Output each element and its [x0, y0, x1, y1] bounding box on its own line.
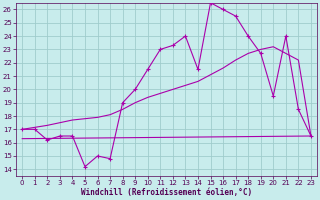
- X-axis label: Windchill (Refroidissement éolien,°C): Windchill (Refroidissement éolien,°C): [81, 188, 252, 197]
